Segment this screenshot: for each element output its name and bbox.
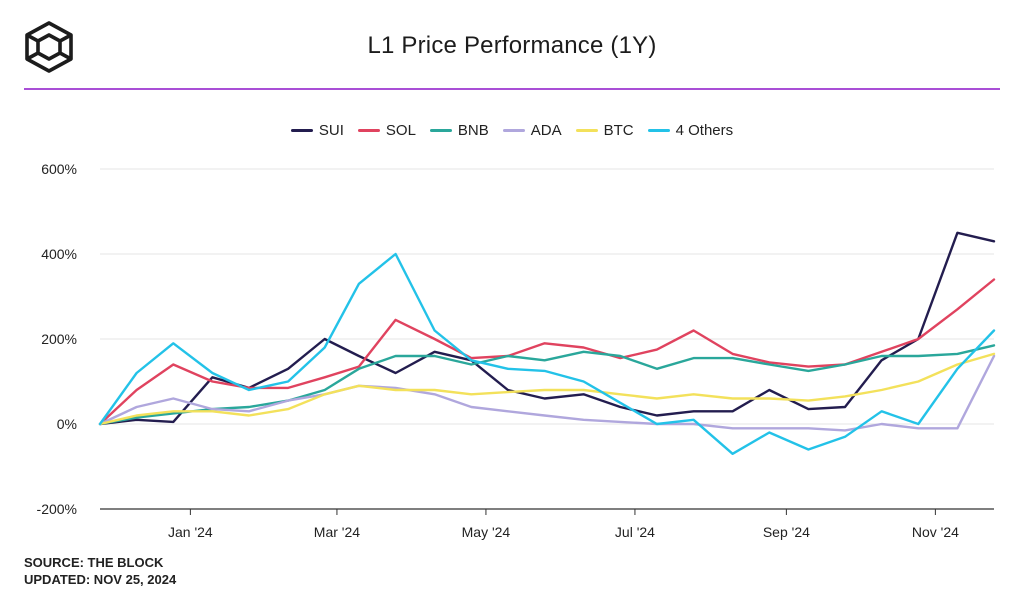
legend-swatch [502, 129, 525, 132]
chart-legend: SUI SOL BNB ADA BTC 4 Others [0, 122, 1024, 139]
x-tick-label: May '24 [462, 524, 511, 540]
legend-label: BNB [457, 122, 489, 139]
source-footer: SOURCE: THE BLOCK UPDATED: NOV 25, 2024 [24, 554, 176, 588]
y-tick-label: 200% [41, 331, 77, 347]
legend-item[interactable]: 4 Others [647, 122, 734, 139]
series-line-4-others [98, 252, 996, 455]
series-line-sui [98, 231, 996, 426]
y-tick-label: 400% [41, 246, 77, 262]
legend-item[interactable]: BTC [575, 122, 634, 139]
y-tick-label: 600% [41, 161, 77, 177]
x-tick-label: Nov '24 [912, 524, 959, 540]
legend-label: 4 Others [675, 122, 734, 139]
x-tick-label: Mar '24 [314, 524, 360, 540]
x-tick-label: Jul '24 [615, 524, 655, 540]
legend-label: SUI [318, 122, 344, 139]
legend-item[interactable]: ADA [502, 122, 562, 139]
x-tick-label: Sep '24 [763, 524, 810, 540]
series-line-sol [98, 278, 996, 426]
legend-swatch [357, 129, 380, 132]
legend-label: BTC [603, 122, 634, 139]
legend-swatch [575, 129, 598, 132]
x-tick-label: Jan '24 [168, 524, 213, 540]
updated-text: UPDATED: NOV 25, 2024 [24, 572, 177, 587]
source-text: SOURCE: THE BLOCK [24, 555, 164, 570]
series-line-bnb [98, 344, 996, 426]
title-divider [24, 88, 1000, 90]
legend-label: SOL [385, 122, 416, 139]
y-tick-label: -200% [37, 501, 77, 517]
chart-title: L1 Price Performance (1Y) [367, 32, 657, 59]
legend-swatch [290, 129, 313, 132]
series-line-btc [98, 352, 996, 426]
legend-item[interactable]: BNB [429, 122, 489, 139]
y-tick-label: 0% [57, 416, 77, 432]
series-line-ada [98, 354, 996, 432]
legend-swatch [647, 129, 670, 132]
legend-swatch [429, 129, 452, 132]
legend-label: ADA [530, 122, 562, 139]
legend-item[interactable]: SOL [357, 122, 416, 139]
legend-item[interactable]: SUI [290, 122, 344, 139]
cube-logo-icon [25, 21, 73, 73]
